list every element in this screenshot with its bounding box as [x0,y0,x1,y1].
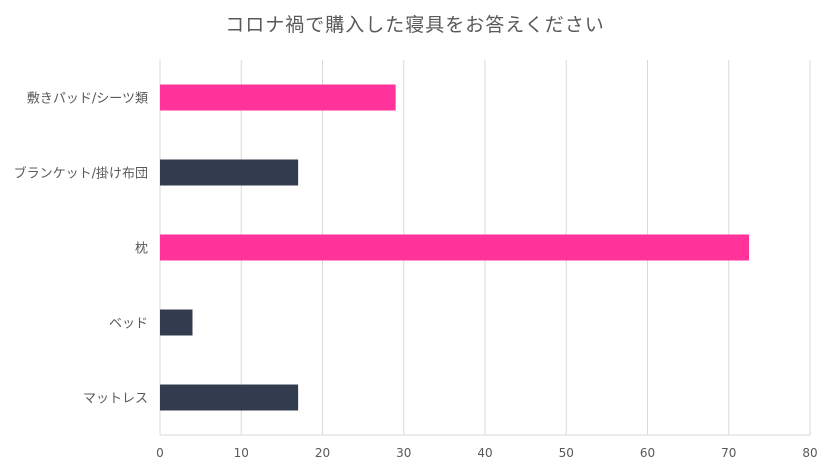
bar-2 [160,234,750,261]
category-label: ベッド [109,317,148,332]
category-label: 枕 [135,242,148,257]
bar-0 [160,84,396,111]
x-tick-label: 0 [156,446,164,460]
category-label: ブランケット/掛け布団 [14,166,148,182]
category-label: マットレス [83,392,148,407]
x-tick-label: 60 [640,446,655,460]
x-tick-label: 10 [234,446,249,460]
chart-title: コロナ禍で購入した寝具をお答えください [225,14,605,36]
category-label: 敷きパッド/シーツ類 [27,92,148,107]
bar-4 [160,384,299,411]
bar-3 [160,309,193,336]
x-tick-labels: 0 10 20 30 40 50 60 70 80 [156,446,817,460]
bars [160,84,750,411]
bar-1 [160,159,299,186]
x-tick-label: 40 [477,446,492,460]
x-tick-label: 50 [559,446,574,460]
x-tick-label: 20 [315,446,330,460]
x-tick-label: 30 [396,446,411,460]
x-tick-label: 80 [802,446,817,460]
x-tick-label: 70 [721,446,736,460]
